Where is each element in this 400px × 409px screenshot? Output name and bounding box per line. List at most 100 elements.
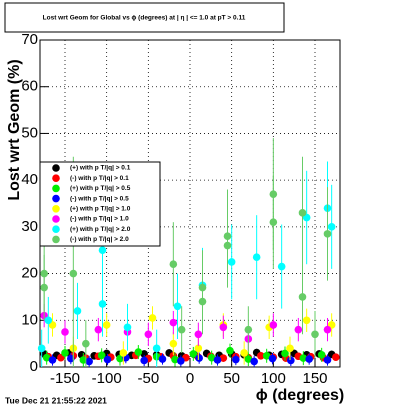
legend-marker <box>52 164 60 172</box>
point <box>299 354 308 362</box>
point <box>268 354 277 363</box>
x-tick-label: 50 <box>223 370 240 387</box>
point <box>232 355 240 364</box>
point <box>123 323 132 332</box>
point <box>262 351 271 360</box>
y-tick-label: 20 <box>21 265 38 282</box>
legend-marker <box>52 174 60 182</box>
legend <box>39 161 161 247</box>
point <box>226 346 234 355</box>
y-tick-label: 10 <box>21 311 38 328</box>
x-tick-label: 150 <box>302 370 327 387</box>
y-tick-label: 70 <box>21 31 38 48</box>
point <box>61 349 69 357</box>
point <box>44 316 53 325</box>
point <box>219 354 228 362</box>
point <box>40 283 48 292</box>
point <box>311 330 319 339</box>
point <box>158 355 167 363</box>
point <box>102 321 111 329</box>
legend-label: (+) with p T/|q| > 0.5 <box>70 185 131 192</box>
point <box>169 260 178 269</box>
point <box>227 258 236 266</box>
point <box>198 283 207 292</box>
point <box>171 355 179 364</box>
point <box>169 318 178 327</box>
point <box>240 349 248 357</box>
point <box>298 293 307 301</box>
point <box>244 355 253 363</box>
point <box>189 350 198 358</box>
point <box>152 344 161 353</box>
legend-marker <box>52 184 60 193</box>
point <box>177 325 186 334</box>
y-tick-label: 30 <box>21 218 38 235</box>
point <box>332 353 340 361</box>
point <box>85 357 93 366</box>
legend-marker <box>52 215 60 223</box>
point <box>323 325 332 334</box>
point <box>61 328 69 336</box>
point <box>269 321 278 329</box>
point <box>305 355 313 363</box>
point <box>177 357 185 365</box>
point <box>116 354 124 363</box>
point <box>79 356 88 364</box>
x-tick-label: -150 <box>50 370 80 387</box>
point <box>269 218 278 226</box>
point <box>219 323 228 332</box>
legend-label: (+) with p T/|q| > 0.1 <box>70 165 131 172</box>
point <box>98 246 107 255</box>
legend-marker <box>52 225 60 233</box>
point <box>257 351 265 360</box>
plot-area: 0 10 20 30 40 50 60 70 -150 -100 -50 0 50 100 150 <box>21 31 340 387</box>
point <box>194 344 203 353</box>
legend-marker <box>52 205 60 213</box>
point <box>37 344 46 353</box>
point <box>119 349 128 357</box>
point <box>67 354 75 363</box>
point <box>286 344 294 353</box>
legend-label: (-) with p T/|q| > 2.0 <box>70 236 129 243</box>
point <box>73 307 82 315</box>
point <box>173 302 182 311</box>
legend-label: (-) with p T/|q| > 1.0 <box>70 216 129 223</box>
point <box>97 351 106 360</box>
timestamp: Tue Dec 21 21:55:22 2021 <box>5 395 107 405</box>
point <box>144 330 153 339</box>
legend-label: (-) with p T/|q| > 0.5 <box>70 195 129 202</box>
point <box>277 262 286 271</box>
point <box>207 353 216 362</box>
point <box>323 230 332 238</box>
point <box>42 353 51 362</box>
x-tick-label: -100 <box>92 370 122 387</box>
y-axis-label: Lost wrt Geom (%) <box>6 59 23 200</box>
x-tick-label: 0 <box>186 370 194 387</box>
point <box>317 351 326 359</box>
point <box>195 354 203 362</box>
y-tick-label: 40 <box>21 171 38 188</box>
point <box>82 339 90 348</box>
legend-label: (+) with p T/|q| > 1.0 <box>70 206 131 213</box>
point <box>148 314 157 322</box>
point <box>134 348 143 356</box>
point <box>287 356 295 365</box>
point <box>250 357 258 366</box>
point <box>98 300 107 308</box>
point <box>194 330 203 339</box>
point <box>69 269 78 278</box>
legend-label: (+) with p T/|q| > 2.0 <box>70 226 131 233</box>
legend-marker <box>52 194 60 203</box>
point <box>140 356 148 365</box>
title-box <box>4 2 285 33</box>
x-axis-label: ϕ (degrees) <box>256 387 344 404</box>
legend-label: (-) with p T/|q| > 0.1 <box>70 175 129 182</box>
point <box>252 253 261 262</box>
point <box>244 325 253 334</box>
chart-title: Lost wrt Geom for Global vs ϕ (degrees) … <box>43 15 246 22</box>
point <box>103 355 112 364</box>
y-tick-label: 50 <box>21 124 38 141</box>
point <box>327 223 336 231</box>
point <box>48 356 57 364</box>
